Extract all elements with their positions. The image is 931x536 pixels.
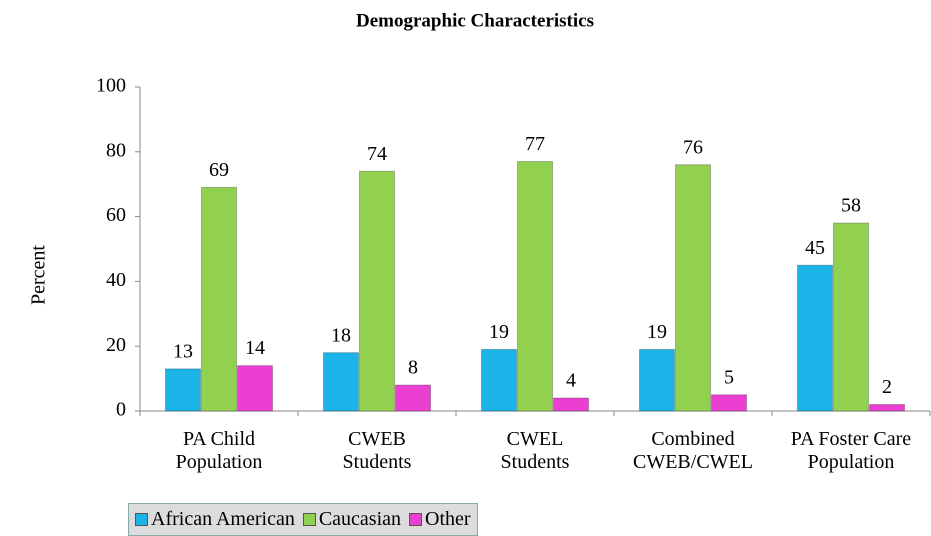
x-tick-label: PA Foster Care Population xyxy=(790,428,912,473)
value-label: 2 xyxy=(882,376,892,398)
bar xyxy=(481,348,517,412)
legend-swatch xyxy=(409,513,423,526)
value-label: 5 xyxy=(724,366,734,388)
value-label: 18 xyxy=(331,324,351,346)
value-label: 13 xyxy=(173,340,193,362)
legend: African American Caucasian Other xyxy=(128,503,478,536)
x-tick-label: PA Child Population xyxy=(175,428,263,473)
value-label: 69 xyxy=(209,159,229,181)
value-label: 77 xyxy=(525,133,545,155)
value-label: 45 xyxy=(805,237,825,259)
legend-item: African American xyxy=(135,508,295,531)
bar xyxy=(237,365,273,412)
bar xyxy=(869,404,905,412)
value-label: 74 xyxy=(367,143,387,165)
bar xyxy=(395,384,431,412)
x-tick-label: CWEL Students xyxy=(500,428,570,473)
y-tick-label: 60 xyxy=(106,204,126,226)
bar xyxy=(553,397,589,412)
chart-title: Demographic Characteristics xyxy=(356,10,594,31)
y-axis-label: Percent xyxy=(28,245,50,305)
value-label: 76 xyxy=(683,136,703,158)
legend-item: Other xyxy=(409,508,471,531)
bar xyxy=(675,164,711,412)
bar xyxy=(711,394,747,412)
bar xyxy=(833,222,869,412)
value-label: 14 xyxy=(245,337,265,359)
bar xyxy=(323,352,359,412)
y-tick-label: 40 xyxy=(106,269,126,291)
value-label: 58 xyxy=(841,195,861,217)
legend-label: Caucasian xyxy=(318,508,402,530)
bar xyxy=(639,348,675,412)
legend-label: Other xyxy=(425,508,471,530)
y-tick-label: 80 xyxy=(106,139,126,161)
value-label: 19 xyxy=(489,321,509,343)
bar xyxy=(359,170,395,412)
legend-swatch xyxy=(302,513,316,526)
value-label: 19 xyxy=(647,321,667,343)
bar xyxy=(201,186,237,412)
x-tick-label: CWEB Students xyxy=(342,428,412,473)
bar xyxy=(165,368,201,412)
x-tick-label: Combined CWEB/CWEL xyxy=(633,428,753,473)
value-label: 8 xyxy=(408,357,418,379)
y-tick-label: 100 xyxy=(96,75,126,97)
bar xyxy=(517,161,553,412)
bar xyxy=(797,264,833,412)
legend-swatch xyxy=(135,513,148,526)
legend-label: African American xyxy=(151,508,295,530)
y-tick-label: 0 xyxy=(116,399,126,421)
value-label: 4 xyxy=(566,370,576,392)
y-tick-label: 20 xyxy=(106,334,126,356)
legend-item: Caucasian xyxy=(302,508,402,531)
